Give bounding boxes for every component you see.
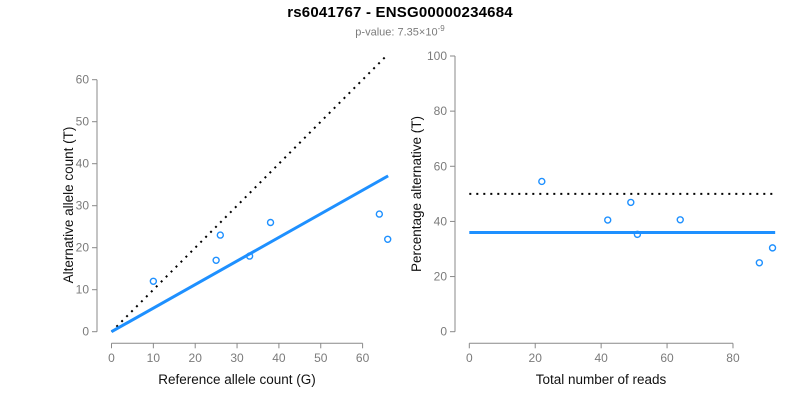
data-point: [604, 216, 612, 224]
y-tick-label: 0: [82, 325, 89, 339]
y-tick-label: 20: [434, 270, 448, 284]
y-tick-label: 60: [76, 73, 90, 87]
y-axis-title: Percentage alternative (T): [409, 116, 424, 272]
y-tick-label: 30: [76, 199, 90, 213]
figure-subtitle: p-value: 7.35×10-9: [0, 24, 800, 39]
y-tick-label: 60: [434, 159, 448, 173]
pvalue-exponent: -9: [437, 24, 445, 33]
x-tick-label: 0: [108, 351, 115, 365]
panel-allele-counts: 0 10 20 30 40 50 60 0 10 20 30 40 50 60 Reference alle…: [61, 53, 392, 387]
identity-line: [110, 53, 389, 333]
y-tick-label: 80: [434, 104, 448, 118]
x-axis-title: Total number of reads: [536, 372, 667, 387]
y-tick-label: 50: [76, 115, 90, 129]
figure-header: rs6041767 - ENSG00000234684 p-value: 7.3…: [0, 0, 800, 39]
y-tick-label: 10: [76, 283, 90, 297]
data-point: [212, 256, 220, 264]
data-point: [676, 216, 684, 224]
data-point: [755, 259, 764, 267]
data-point: [627, 198, 635, 207]
y-tick-label: 0: [440, 325, 447, 339]
pvalue-text: p-value: 7.35×10: [355, 26, 438, 39]
data-point: [384, 235, 392, 244]
data-point: [266, 218, 275, 227]
panel-percentage-alternative: 0 20 40 60 80 0 20 40 60 80 100 Total number of rea…: [409, 49, 777, 387]
x-tick-label: 80: [726, 351, 740, 365]
x-tick-label: 50: [314, 351, 328, 365]
x-tick-label: 60: [660, 351, 674, 365]
x-tick-label: 60: [356, 351, 370, 365]
data-point: [149, 277, 158, 285]
data-point: [633, 230, 642, 239]
x-tick-label: 20: [529, 351, 543, 365]
x-tick-label: 30: [230, 351, 244, 365]
y-axis-title: Alternative allele count (T): [61, 127, 76, 284]
x-tick-label: 0: [466, 351, 473, 365]
x-tick-label: 40: [594, 351, 608, 365]
y-tick-label: 40: [434, 214, 448, 228]
figure-title: rs6041767 - ENSG00000234684: [287, 4, 513, 21]
x-axis-title: Reference allele count (G): [158, 372, 316, 387]
x-tick-label: 20: [189, 351, 203, 365]
data-point: [538, 177, 546, 186]
data-point: [245, 252, 254, 260]
y-tick-label: 40: [76, 157, 90, 171]
x-tick-label: 40: [272, 351, 286, 365]
y-tick-label: 20: [76, 241, 90, 255]
x-tick-label: 10: [147, 351, 161, 365]
data-point: [216, 231, 225, 239]
y-tick-label: 100: [427, 49, 447, 63]
data-point: [768, 244, 777, 252]
data-point: [375, 210, 384, 218]
